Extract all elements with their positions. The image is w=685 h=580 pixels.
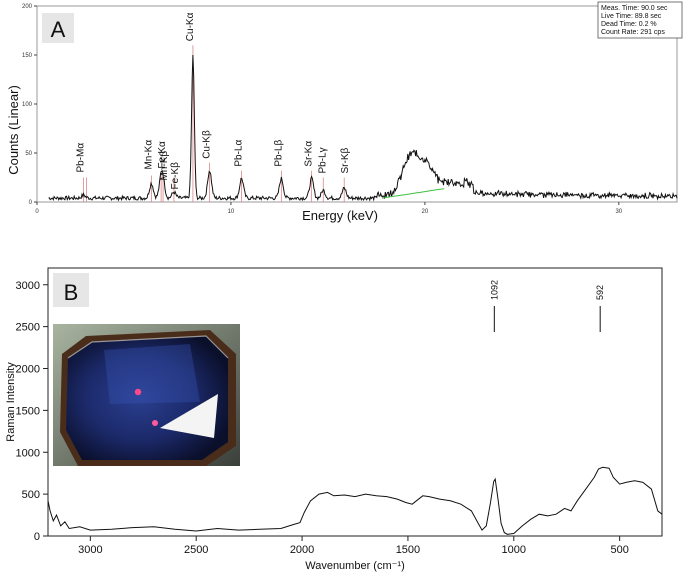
x-tick-label: 10 — [228, 209, 235, 215]
y-tick-label: 1500 — [16, 405, 40, 417]
x-tick-label: 3000 — [78, 544, 102, 556]
y-tick-label: 100 — [22, 102, 33, 108]
y-tick-label: 2500 — [16, 322, 40, 334]
raman-spectrum-line — [47, 466, 663, 535]
peak-label: Mn-Kα — [143, 140, 154, 170]
x-tick-label: 20 — [422, 209, 429, 215]
y-axis: 0 50 100 150 200 — [22, 4, 37, 206]
y-tick-label: 150 — [22, 53, 33, 59]
y-tick-label: 2000 — [16, 364, 40, 376]
x-axis: 3000 2500 2000 1500 1000 500 — [78, 536, 629, 556]
panel-label-box — [42, 13, 74, 43]
y-tick-label: 3000 — [16, 280, 40, 292]
x-tick-label: 2500 — [184, 544, 208, 556]
peak-label: Pb-Lα — [234, 140, 245, 167]
y-tick-label: 0 — [29, 200, 33, 206]
x-tick-label: 2000 — [290, 544, 314, 556]
info-count-rate: Count Rate: 291 cps — [601, 29, 665, 36]
peak-label: Cu-Kα — [185, 12, 196, 41]
raman-spectrum-chart: B 0 500 1000 1500 2000 2500 3000 3000 2500 2000 1… — [5, 267, 663, 572]
panel-label: B — [64, 280, 79, 305]
panel-label: A — [51, 17, 66, 42]
x-tick-label: 500 — [610, 544, 628, 556]
info-meas-time: Meas. Time: 90.0 sec — [601, 5, 668, 12]
peak-label: Sr-Kβ — [340, 148, 351, 174]
peak-label: Cu-Kβ — [202, 130, 213, 159]
raman-peak-label: 1092 — [489, 280, 499, 300]
info-live-time: Live Time: 89.8 sec — [601, 13, 662, 20]
x-axis-title: Energy (keV) — [302, 208, 378, 223]
peak-markers — [83, 45, 345, 202]
xrf-spectrum-chart: A 0 50 100 150 200 0 10 20 30 Counts (Linear) E… — [6, 1, 683, 223]
y-tick-label: 500 — [22, 489, 40, 501]
y-tick-label: 1000 — [16, 447, 40, 459]
sample-photo-inset — [53, 324, 240, 466]
peak-label: Sr-Kα — [304, 141, 315, 167]
raman-peak-label: 592 — [595, 285, 605, 300]
peak-label: Fe-Kβ — [170, 162, 181, 190]
raman-peak-labels: 1092 592 — [489, 280, 605, 332]
x-tick-label: 30 — [615, 209, 622, 215]
measurement-info-box: Meas. Time: 90.0 sec Live Time: 89.8 sec… — [597, 1, 683, 39]
y-axis-title: Counts (Linear) — [6, 85, 21, 175]
peak-label: Pb-Mα — [76, 143, 87, 173]
xrf-plot-frame — [36, 5, 678, 203]
peak-label: Pb-Lβ — [273, 140, 284, 167]
y-tick-label: 200 — [22, 4, 33, 10]
peak-label: Fe-Kα — [157, 141, 168, 169]
peak-label: Pb-Lγ — [317, 147, 328, 173]
info-dead-time: Dead Time: 0.2 % — [601, 21, 657, 28]
x-tick-label: 1500 — [396, 544, 420, 556]
x-axis: 0 10 20 30 — [35, 202, 623, 215]
x-tick-label: 0 — [35, 209, 39, 215]
panel-label-box — [53, 273, 89, 307]
raman-panel: B 0 500 1000 1500 2000 2500 3000 3000 2500 2000 1… — [0, 232, 685, 575]
xrf-panel: A 0 50 100 150 200 0 10 20 30 Counts (Linear) E… — [0, 0, 685, 232]
background-fit-line — [382, 188, 445, 199]
y-axis-title: Raman Intensity — [5, 362, 17, 442]
peak-label: Mn-Kβ — [159, 151, 170, 181]
y-tick-label: 0 — [34, 531, 40, 543]
y-tick-label: 50 — [25, 151, 32, 157]
y-axis: 0 500 1000 1500 2000 2500 3000 — [16, 280, 48, 543]
spectrum-line — [48, 54, 678, 202]
x-axis-title: Wavenumber (cm⁻¹) — [305, 560, 405, 572]
x-tick-label: 1000 — [502, 544, 526, 556]
